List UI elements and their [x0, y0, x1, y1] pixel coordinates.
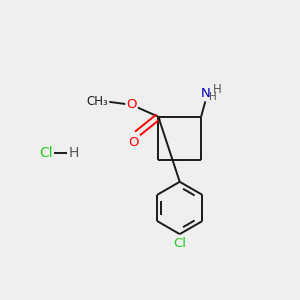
Text: CH₃: CH₃	[86, 95, 108, 108]
Text: N: N	[201, 87, 211, 100]
Text: H: H	[209, 92, 217, 102]
Text: Cl: Cl	[39, 146, 53, 160]
Text: H: H	[68, 146, 79, 160]
Text: O: O	[129, 136, 139, 149]
Text: methyl: methyl	[106, 91, 155, 105]
Text: H: H	[212, 82, 221, 96]
Text: Cl: Cl	[173, 237, 186, 250]
Text: O: O	[126, 98, 137, 111]
